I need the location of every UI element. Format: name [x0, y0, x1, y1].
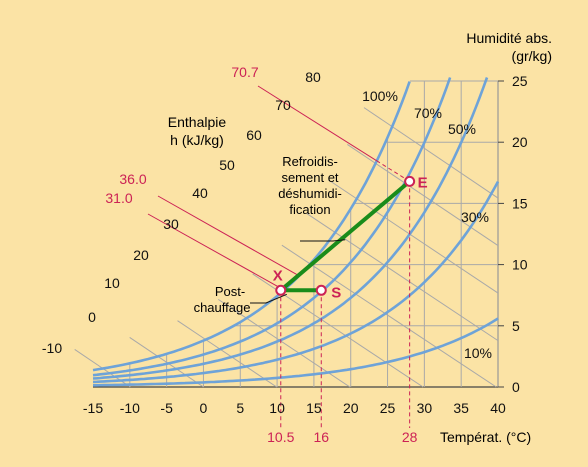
- enthalpy-gridline-extension: [217, 298, 247, 319]
- point-label-e: E: [418, 174, 428, 191]
- rh-curve-50: [92, 77, 489, 380]
- curve-layer: [92, 77, 500, 387]
- highlight-enthalpy-label: 31.0: [105, 190, 132, 206]
- dash-layer: [147, 85, 411, 428]
- rh-label-10: 10%: [464, 345, 492, 361]
- enthalpy-gridline: [309, 263, 497, 388]
- y-axis-label-line1: Humidité abs.: [466, 30, 552, 46]
- x-tick-label: 0: [200, 400, 208, 416]
- enthalpy-gridline: [280, 292, 424, 388]
- rh-label-30: 30%: [461, 209, 489, 225]
- y-tick-label: 10: [512, 257, 528, 273]
- cooling-annotation-line2: sement et: [281, 170, 338, 185]
- y-tick-label: 5: [512, 318, 520, 334]
- point-label-s: S: [331, 284, 341, 301]
- x-tick-label: 5: [236, 400, 244, 416]
- reheat-annotation-line1: Post-: [215, 284, 245, 299]
- enthalpy-label-line2: h (kJ/kg): [170, 132, 224, 148]
- highlight-x-tick-label: 10.5: [267, 429, 294, 445]
- x-tick-label: 25: [380, 400, 396, 416]
- rh-curve-100: [92, 81, 411, 372]
- x-tick-label: -10: [120, 400, 140, 416]
- enthalpy-gridline: [391, 126, 499, 199]
- y-tick-label: 15: [512, 195, 528, 211]
- rh-label-100: 100%: [362, 88, 398, 104]
- enthalpy-tick-label: 0: [88, 309, 96, 325]
- x-tick-label: 15: [306, 400, 322, 416]
- highlight-x-tick-label: 28: [402, 429, 418, 445]
- highlight-enthalpy-label: 70.7: [231, 64, 258, 80]
- highlight-enthalpy-leader: [257, 85, 378, 162]
- x-axis-label: Températ. (°C): [440, 429, 531, 445]
- point-x: [275, 284, 287, 296]
- cooling-annotation-line3: déshumidi-: [278, 186, 342, 201]
- x-tick-label: 35: [453, 400, 469, 416]
- enthalpy-gridline: [375, 162, 499, 246]
- enthalpy-gridline-extension: [328, 179, 357, 200]
- enthalpy-gridline-extension: [363, 107, 393, 128]
- x-tick-label: -5: [160, 400, 173, 416]
- reheat-leader: [250, 293, 287, 304]
- x-tick-label: -15: [83, 400, 103, 416]
- enthalpy-gridline-extension: [281, 244, 311, 265]
- enthalpy-label-line1: Enthalpie: [168, 114, 227, 130]
- highlight-x-tick-label: 16: [313, 429, 329, 445]
- cooling-leader: [300, 239, 346, 242]
- label-layer: -15 -10 -5 0 5 10 15 20 25 30 35 40 0 5 10 15 20 25 -10 0 10…: [42, 64, 528, 445]
- rh-curve-70: [92, 77, 452, 377]
- process-layer: [250, 175, 416, 304]
- point-s: [315, 284, 327, 296]
- x-tick-label: 30: [417, 400, 433, 416]
- point-label-x: X: [273, 267, 283, 284]
- enthalpy-tick-label: 10: [104, 275, 120, 291]
- enthalpy-tick-label: 80: [305, 69, 321, 85]
- enthalpy-gridline-extension: [74, 349, 104, 369]
- enthalpy-tick-label: 70: [275, 97, 291, 113]
- enthalpy-gridline-extension: [306, 213, 336, 233]
- highlight-enthalpy-leader: [147, 213, 285, 291]
- enthalpy-tick-label: 20: [133, 247, 149, 263]
- rh-label-70: 70%: [414, 105, 442, 121]
- enthalpy-gridline-extension: [347, 144, 376, 164]
- rh-curve-30: [92, 180, 500, 384]
- x-tick-label: 10: [269, 400, 285, 416]
- enthalpy-tick-label: 30: [163, 216, 179, 232]
- y-tick-label: 0: [512, 379, 520, 395]
- enthalpy-tick-label: -10: [42, 340, 62, 356]
- enthalpy-gridline-extension: [177, 320, 207, 341]
- rh-curve-10: [93, 317, 499, 387]
- reheat-annotation-line2: chauffage: [194, 300, 251, 315]
- enthalpy-tick-label: 40: [192, 185, 208, 201]
- x-tick-label: 20: [343, 400, 359, 416]
- cooling-annotation-line4: fication: [289, 202, 330, 217]
- enthalpy-gridline: [356, 198, 499, 294]
- rh-label-50: 50%: [448, 121, 476, 137]
- highlight-enthalpy-label: 36.0: [119, 171, 146, 187]
- enthalpy-gridline-extension: [129, 337, 159, 357]
- enthalpy-tick-label: 50: [219, 157, 235, 173]
- x-tick-label: 40: [490, 400, 506, 416]
- cooling-annotation-line1: Refroidis-: [282, 154, 338, 169]
- cooling-process-line: [279, 179, 411, 292]
- y-tick-label: 25: [512, 73, 528, 89]
- point-e: [404, 175, 416, 187]
- y-axis-label-line2: (gr/kg): [512, 48, 552, 64]
- y-tick-label: 20: [512, 134, 528, 150]
- highlight-enthalpy-leader: [157, 195, 300, 277]
- enthalpy-tick-label: 60: [246, 127, 262, 143]
